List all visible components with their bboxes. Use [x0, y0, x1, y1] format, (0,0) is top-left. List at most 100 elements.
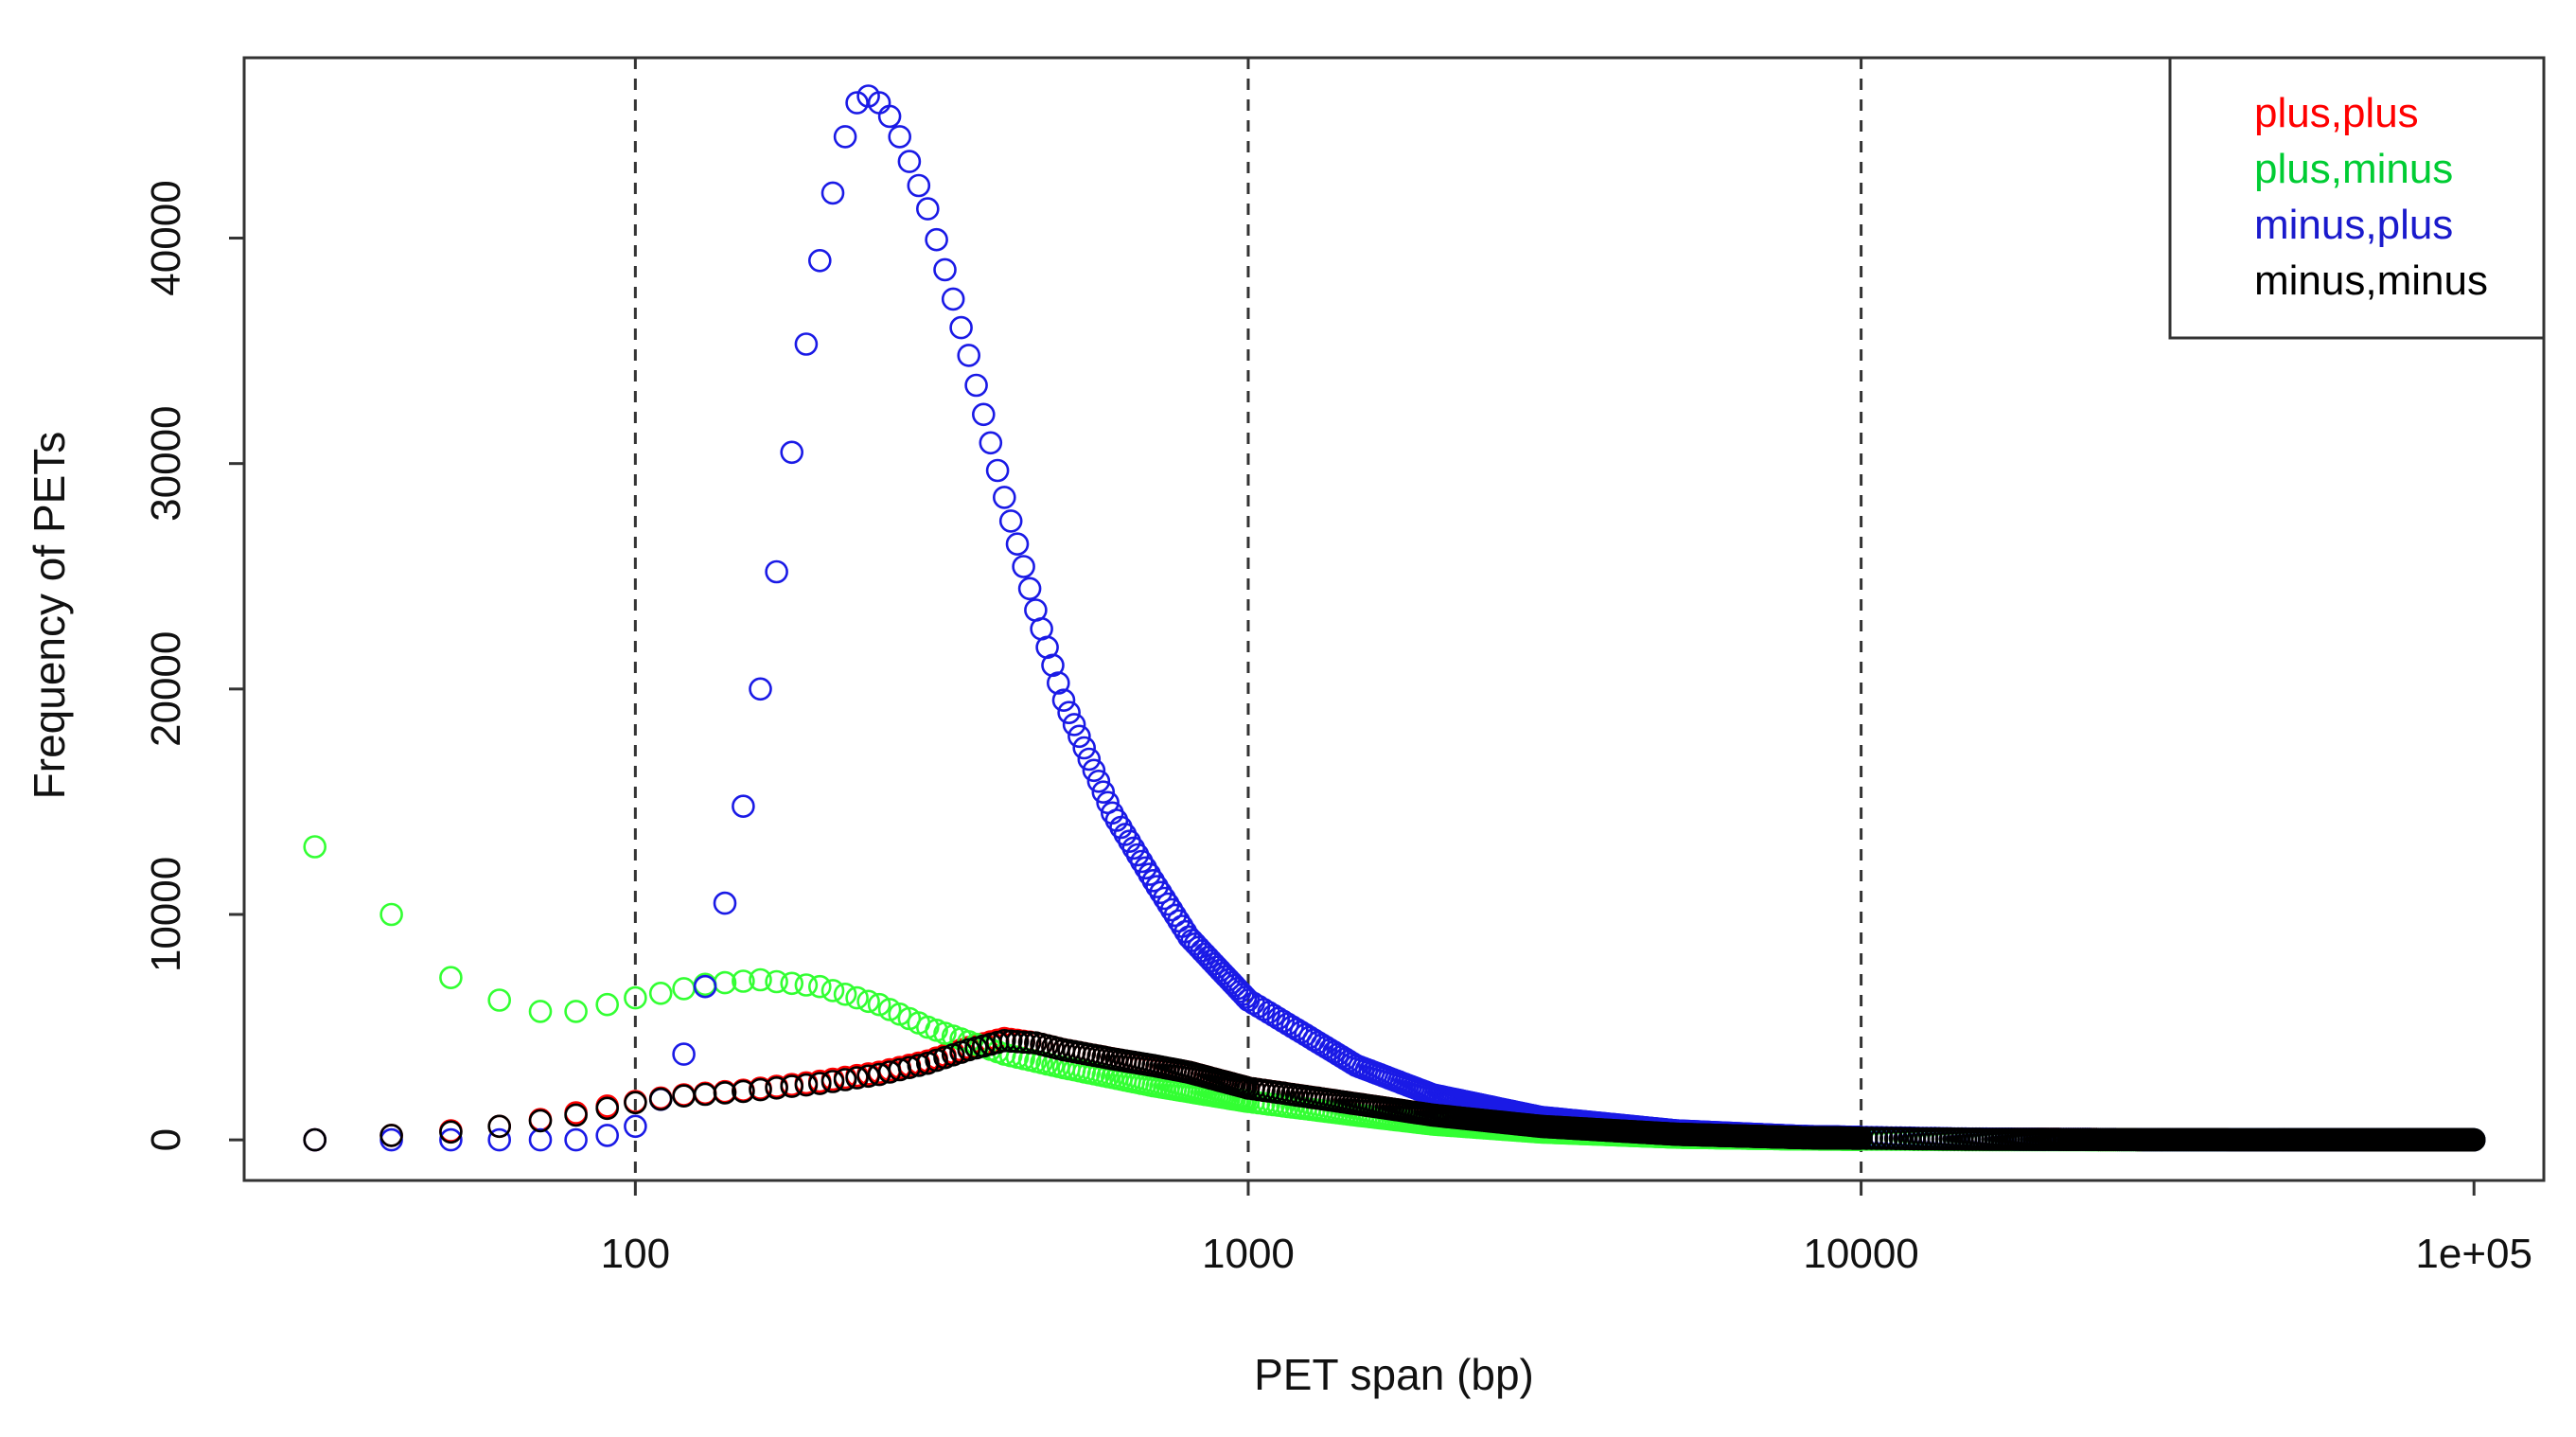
data-point	[820, 1070, 845, 1093]
x-axis-title: PET span (bp)	[1254, 1350, 1534, 1399]
data-point	[765, 969, 788, 994]
data-point	[487, 1127, 512, 1152]
data-point	[648, 1087, 673, 1111]
data-point	[933, 257, 957, 282]
legend-entry-plus-minus: plus,minus	[2254, 146, 2453, 192]
y-tick-label: 10000	[143, 857, 189, 972]
data-point	[672, 1042, 696, 1066]
x-tick-label: 1000	[1202, 1231, 1295, 1277]
data-point	[925, 227, 948, 252]
data-point	[1012, 1030, 1035, 1055]
data-point	[867, 992, 891, 1017]
data-point	[1138, 862, 1161, 886]
series-minus-minus	[303, 1029, 2486, 1152]
data-point	[1017, 1031, 1042, 1055]
data-points	[303, 84, 2486, 1152]
data-point	[749, 967, 772, 992]
y-tick-label: 20000	[143, 631, 189, 747]
data-point	[1062, 713, 1086, 736]
data-point	[2461, 1127, 2486, 1152]
data-point	[845, 985, 869, 1010]
data-point	[1156, 892, 1180, 916]
data-point	[907, 173, 931, 198]
data-point	[1134, 856, 1157, 880]
data-point	[595, 992, 620, 1017]
data-point	[897, 150, 922, 173]
data-point	[1145, 875, 1169, 898]
data-point	[713, 1081, 737, 1105]
data-point	[1072, 736, 1096, 760]
data-point	[1159, 897, 1184, 922]
data-point	[1153, 886, 1176, 911]
data-point	[624, 1091, 647, 1115]
legend-entry-minus-minus: minus,minus	[2254, 257, 2488, 304]
data-point	[794, 1073, 819, 1097]
data-point	[845, 1066, 869, 1090]
y-axis: 0 10000 20000 30000 40000	[143, 180, 244, 1151]
data-point	[693, 974, 717, 999]
data-point	[713, 891, 737, 915]
data-point	[749, 677, 772, 701]
data-point	[624, 985, 647, 1010]
data-point	[915, 197, 940, 221]
data-point	[845, 91, 869, 115]
data-point	[949, 315, 973, 340]
data-point	[749, 1077, 772, 1102]
data-point	[379, 902, 403, 927]
data-point	[1228, 980, 1252, 1003]
data-point	[964, 373, 988, 398]
data-point	[765, 559, 788, 584]
x-tick-label: 1e+05	[2415, 1231, 2532, 1277]
data-point	[993, 486, 1016, 509]
data-point	[303, 835, 327, 859]
data-point	[595, 1096, 620, 1121]
data-point	[807, 974, 832, 999]
x-tick-label: 10000	[1803, 1231, 1918, 1277]
data-point	[957, 344, 981, 367]
data-point	[856, 989, 880, 1014]
data-point	[780, 971, 804, 996]
legend-entry-minus-plus: minus,plus	[2254, 202, 2453, 248]
data-point	[998, 1029, 1023, 1054]
data-point	[794, 332, 819, 356]
y-tick-label: 0	[143, 1128, 189, 1151]
data-point	[1130, 849, 1154, 874]
data-point	[979, 431, 1003, 455]
data-point	[993, 1029, 1016, 1053]
data-point	[732, 969, 755, 993]
data-point	[1057, 701, 1081, 725]
data-point	[897, 1056, 922, 1079]
data-point	[648, 982, 673, 1005]
data-point	[564, 1103, 588, 1127]
data-point	[833, 125, 857, 149]
data-point	[595, 1124, 620, 1147]
data-point	[1082, 758, 1106, 783]
data-point	[1149, 880, 1173, 905]
data-point	[1067, 724, 1091, 749]
data-point	[780, 440, 804, 465]
data-point	[732, 1079, 755, 1104]
data-point	[1047, 671, 1070, 695]
data-point	[1005, 1030, 1030, 1054]
data-point	[303, 1127, 327, 1152]
data-point	[487, 1114, 512, 1139]
data-point	[528, 1000, 553, 1023]
data-point	[379, 1124, 403, 1147]
data-point	[1077, 747, 1102, 772]
data-point	[807, 248, 832, 273]
y-axis-title: Frequency of PETs	[25, 432, 74, 800]
legend-box	[2168, 56, 2546, 340]
data-point	[732, 794, 755, 819]
data-point	[1091, 780, 1116, 805]
data-point	[1017, 577, 1042, 601]
data-point	[439, 1120, 463, 1144]
y-tick-label: 30000	[143, 405, 189, 521]
data-point	[439, 966, 463, 989]
data-point	[941, 287, 965, 311]
data-point	[820, 979, 845, 1002]
data-point	[985, 458, 1010, 483]
data-point	[1051, 688, 1076, 713]
data-point	[1141, 868, 1165, 893]
